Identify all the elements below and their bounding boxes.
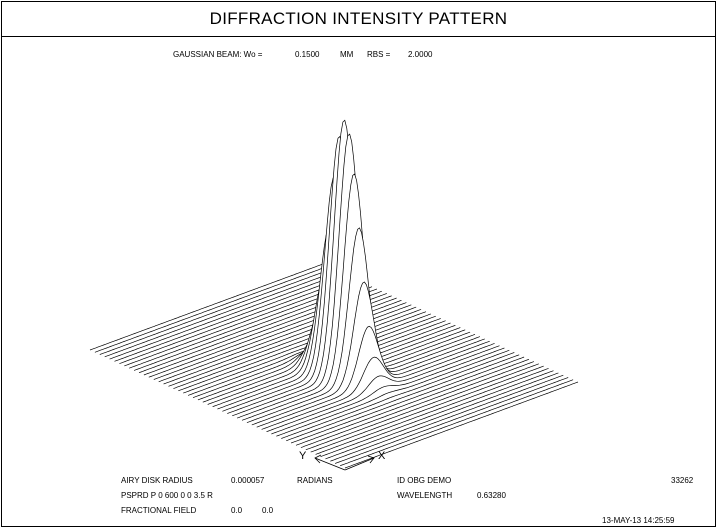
surface-profile-line bbox=[335, 377, 569, 464]
surface-profile-line bbox=[290, 356, 525, 444]
surface-profile-line bbox=[325, 372, 559, 460]
surface-profile-line bbox=[271, 347, 505, 435]
surface-profile-line bbox=[94, 265, 329, 353]
surface-profile-line bbox=[300, 361, 535, 448]
surface-profile-line bbox=[339, 379, 574, 467]
surface-profile-line bbox=[315, 368, 549, 455]
psprd-text: PSPRD P 0 600 0 0 3.5 R bbox=[121, 491, 213, 500]
surface-profile-line bbox=[109, 272, 343, 360]
id-text: ID OBG DEMO bbox=[397, 476, 452, 485]
rbs-value: 2.0000 bbox=[408, 50, 433, 59]
surface-profile-line bbox=[310, 365, 544, 453]
fractional-field-label: FRACTIONAL FIELD bbox=[121, 506, 197, 515]
x-axis-label: X bbox=[378, 450, 386, 462]
page-title: DIFFRACTION INTENSITY PATTERN bbox=[2, 2, 715, 37]
id-number: 33262 bbox=[671, 476, 694, 485]
beam-waist-unit: MM bbox=[340, 50, 354, 59]
axis-indicator: Y X bbox=[299, 450, 386, 471]
airy-disk-value: 0.000057 bbox=[231, 476, 265, 485]
surface-profile-line bbox=[320, 370, 554, 458]
surface-profile-line bbox=[305, 363, 539, 451]
surface-profile-line bbox=[89, 263, 324, 351]
surface-profile-line bbox=[286, 354, 520, 442]
surface-profile-line bbox=[114, 274, 348, 362]
surface-mesh bbox=[89, 119, 579, 469]
surface-profile-line bbox=[183, 306, 417, 394]
rbs-label: RBS = bbox=[367, 50, 391, 59]
airy-disk-label: AIRY DISK RADIUS bbox=[121, 476, 193, 485]
beam-waist-value: 0.1500 bbox=[295, 50, 320, 59]
surface-profile-line bbox=[276, 349, 510, 437]
wavelength-value: 0.63280 bbox=[477, 491, 506, 500]
surface-profile-line bbox=[344, 381, 579, 469]
surface-profile-line bbox=[281, 352, 515, 439]
wavelength-label: WAVELENGTH bbox=[397, 491, 453, 500]
timestamp: 13-MAY-13 14:25:59 bbox=[602, 516, 675, 525]
y-axis-label: Y bbox=[299, 450, 307, 462]
airy-disk-unit: RADIANS bbox=[297, 476, 333, 485]
surface-profile-line bbox=[295, 358, 530, 446]
surface-profile-line bbox=[99, 268, 333, 355]
fractional-field-x: 0.0 bbox=[231, 506, 243, 515]
surface-profile-line bbox=[104, 270, 338, 358]
surface-profile-line bbox=[119, 277, 353, 364]
surface-profile-line bbox=[330, 374, 564, 462]
fractional-field-y: 0.0 bbox=[262, 506, 274, 515]
beam-waist-label: GAUSSIAN BEAM: Wo = bbox=[173, 50, 263, 59]
